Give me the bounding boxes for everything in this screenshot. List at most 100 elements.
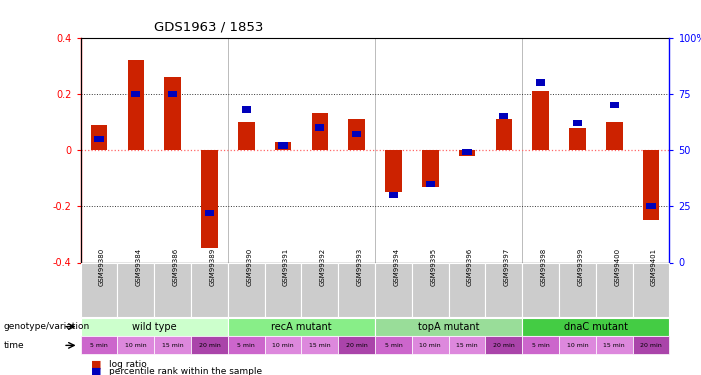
Bar	[90, 125, 107, 150]
Text: 10 min: 10 min	[566, 343, 588, 348]
Bar	[412, 262, 449, 317]
Text: GSM99391: GSM99391	[283, 248, 289, 286]
Bar	[485, 336, 522, 354]
Text: GSM99390: GSM99390	[246, 248, 252, 286]
Bar	[191, 262, 228, 317]
Text: GDS1963 / 1853: GDS1963 / 1853	[154, 21, 264, 34]
Text: 5 min: 5 min	[90, 343, 108, 348]
Bar	[532, 91, 549, 150]
Bar	[426, 181, 435, 187]
Text: 20 min: 20 min	[346, 343, 367, 348]
Bar	[131, 91, 140, 97]
Text: GSM99401: GSM99401	[651, 248, 657, 286]
Text: log ratio: log ratio	[109, 360, 147, 369]
Bar	[118, 262, 154, 317]
Bar	[375, 262, 412, 317]
Text: 20 min: 20 min	[493, 343, 515, 348]
Text: GSM99395: GSM99395	[430, 248, 436, 286]
Text: dnaC mutant: dnaC mutant	[564, 322, 628, 332]
Text: 5 min: 5 min	[385, 343, 402, 348]
Bar	[352, 131, 361, 137]
Bar	[81, 318, 228, 336]
Text: genotype/variation: genotype/variation	[4, 322, 90, 331]
Bar	[449, 262, 485, 317]
Text: wild type: wild type	[132, 322, 177, 332]
Bar	[559, 336, 596, 354]
Bar	[118, 336, 154, 354]
Bar	[596, 336, 632, 354]
Text: GSM99384: GSM99384	[136, 248, 142, 286]
Bar	[559, 262, 596, 317]
Bar	[238, 122, 254, 150]
Bar	[596, 262, 632, 317]
Bar	[242, 106, 251, 112]
Bar	[95, 136, 104, 142]
Text: 15 min: 15 min	[604, 343, 625, 348]
Bar	[522, 318, 669, 336]
Bar	[499, 113, 508, 119]
Bar	[81, 262, 118, 317]
Bar	[275, 142, 292, 150]
Text: percentile rank within the sample: percentile rank within the sample	[109, 368, 261, 375]
Bar	[205, 210, 214, 216]
Bar	[522, 336, 559, 354]
Text: GSM99380: GSM99380	[99, 248, 105, 286]
Bar	[348, 119, 365, 150]
Bar	[458, 150, 475, 156]
Bar	[128, 60, 144, 150]
Text: GSM99398: GSM99398	[540, 248, 547, 286]
Bar	[632, 336, 669, 354]
Bar	[463, 149, 472, 155]
Bar	[228, 262, 265, 317]
Bar	[522, 262, 559, 317]
Bar	[265, 262, 301, 317]
Bar	[228, 318, 375, 336]
Bar	[154, 262, 191, 317]
Bar	[606, 122, 622, 150]
Text: ■: ■	[91, 360, 102, 369]
Bar	[338, 336, 375, 354]
Bar	[496, 119, 512, 150]
Text: time: time	[4, 341, 24, 350]
Text: GSM99386: GSM99386	[172, 248, 179, 286]
Text: 15 min: 15 min	[309, 343, 331, 348]
Bar	[573, 120, 582, 126]
Bar	[154, 336, 191, 354]
Bar	[375, 336, 412, 354]
Text: 5 min: 5 min	[238, 343, 255, 348]
Bar	[375, 318, 522, 336]
Bar	[412, 336, 449, 354]
Text: recA mutant: recA mutant	[271, 322, 332, 332]
Bar	[191, 336, 228, 354]
Text: 10 min: 10 min	[125, 343, 147, 348]
Text: 15 min: 15 min	[456, 343, 478, 348]
Bar	[301, 262, 338, 317]
Text: GSM99397: GSM99397	[504, 248, 510, 286]
Bar	[385, 150, 402, 192]
Text: ■: ■	[91, 367, 102, 375]
Bar	[301, 336, 338, 354]
Text: GSM99392: GSM99392	[320, 248, 326, 286]
Text: 20 min: 20 min	[198, 343, 220, 348]
Bar	[201, 150, 218, 249]
Text: GSM99389: GSM99389	[210, 248, 215, 286]
Bar	[569, 128, 586, 150]
Bar	[632, 262, 669, 317]
Bar	[536, 80, 545, 86]
Bar	[228, 336, 265, 354]
Bar	[643, 150, 660, 220]
Bar	[389, 192, 398, 198]
Text: 5 min: 5 min	[532, 343, 550, 348]
Text: 10 min: 10 min	[272, 343, 294, 348]
Bar	[265, 336, 301, 354]
Text: topA mutant: topA mutant	[418, 322, 479, 332]
Bar	[81, 336, 118, 354]
Bar	[315, 124, 325, 130]
Text: GSM99393: GSM99393	[357, 248, 362, 286]
Bar	[311, 114, 328, 150]
Text: 10 min: 10 min	[419, 343, 441, 348]
Bar	[338, 262, 375, 317]
Text: GSM99399: GSM99399	[578, 248, 583, 286]
Text: GSM99394: GSM99394	[393, 248, 400, 286]
Bar	[278, 142, 287, 148]
